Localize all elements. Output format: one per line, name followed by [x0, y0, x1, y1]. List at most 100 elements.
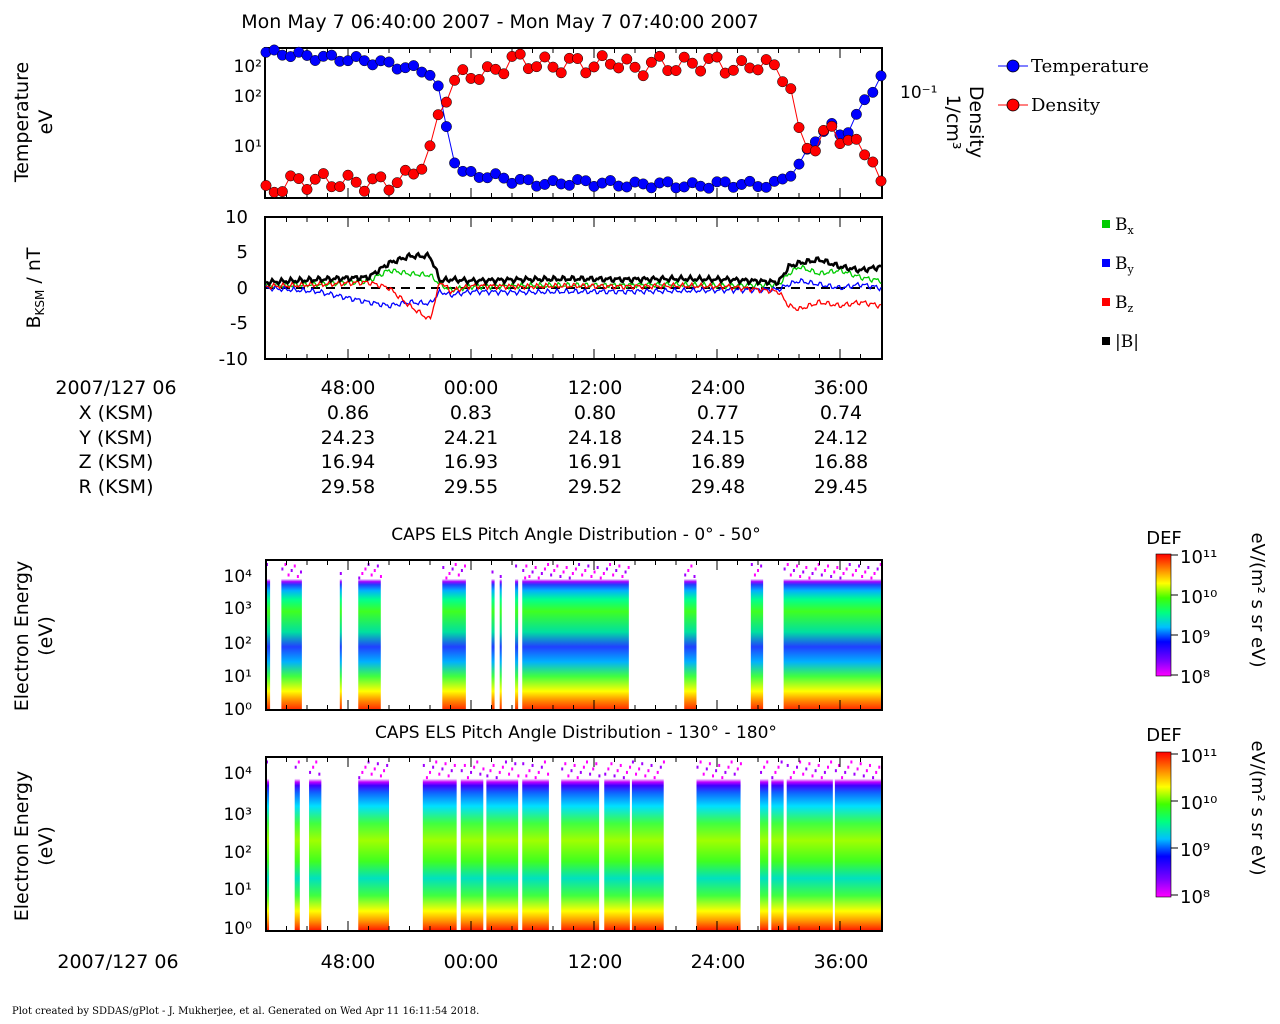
spectrogram-speckle: [528, 769, 531, 773]
spectrogram-speckle: [553, 569, 556, 572]
temperature-point: [498, 172, 510, 184]
spectrogram-block: [266, 758, 270, 930]
density-point: [334, 181, 346, 193]
time-axis-labels: 2007/127 06 48:00 00:00 12:00 24:00 36:0…: [55, 377, 868, 399]
spectrogram-speckle: [833, 570, 836, 574]
spectrogram-speckle: [757, 569, 760, 572]
spectrogram-speckle: [361, 770, 364, 774]
spectrogram-speckle: [753, 573, 756, 577]
density-point: [457, 64, 469, 76]
spectrogram-speckle: [422, 763, 425, 767]
density-point: [555, 67, 567, 79]
spectrogram-speckle: [792, 770, 795, 774]
spectrogram-speckle: [647, 769, 650, 773]
panel3-ytick-2: 10²: [224, 634, 252, 654]
temperature-point: [604, 175, 616, 186]
spectrogram-speckle: [451, 567, 454, 571]
density-point: [514, 48, 526, 60]
spectrogram-block: [281, 561, 302, 709]
spectrogram-speckle: [453, 763, 456, 767]
temperature-point: [859, 94, 871, 106]
spectrogram-speckle: [872, 776, 875, 780]
ephem-y-2: 24.21: [444, 427, 498, 449]
panel2-ytick-5: 5: [237, 242, 248, 263]
density-point: [391, 177, 403, 189]
spectrogram-block: [294, 758, 300, 930]
spectrogram-speckle: [638, 767, 641, 771]
temperature-point: [793, 158, 805, 170]
spectrogram-speckle: [364, 765, 367, 769]
spectrogram-speckle: [445, 576, 448, 580]
spectrogram-speckle: [547, 772, 550, 776]
spectrogram-speckle: [587, 564, 590, 568]
density-point: [317, 168, 329, 180]
panel2-ytick-0: 0: [237, 278, 248, 299]
spectrogram-speckle: [537, 770, 540, 774]
spectrogram-speckle: [564, 762, 567, 766]
spectrogram-speckle: [598, 774, 601, 778]
temperature-point: [580, 175, 592, 187]
spectrogram-speckle: [618, 564, 621, 568]
ephem-y-3: 24.18: [568, 427, 622, 449]
spectrogram-speckle: [482, 767, 485, 771]
spectrogram-speckle: [721, 776, 724, 780]
temperature-point: [703, 182, 715, 194]
ephem-r-2: 29.55: [444, 476, 498, 498]
spectrogram-speckle: [444, 762, 447, 766]
spectrogram-speckle: [370, 772, 373, 776]
spectrogram-speckle: [447, 774, 450, 778]
spectrogram-speckle: [847, 765, 850, 769]
panel1-right-ylabel: Density: [965, 86, 987, 158]
spectrogram-speckle: [531, 570, 534, 574]
colorbar-2-tick-11: 10¹¹: [1180, 746, 1217, 767]
spectrogram-speckle: [454, 563, 457, 566]
spectrogram-speckle: [842, 572, 845, 575]
legend-bz-label: Bz: [1115, 293, 1134, 315]
panel4-spectrogram: [266, 758, 881, 930]
spectrogram-speckle: [771, 776, 774, 780]
spectrogram-speckle: [786, 563, 789, 566]
ephem-z-3: 16.91: [568, 451, 622, 473]
ephem-label-y: Y (KSM): [78, 427, 152, 449]
bottom-tick-label-3: 12:00: [568, 951, 623, 973]
spectrogram-speckle: [373, 569, 376, 572]
legend-by-swatch: [1102, 259, 1110, 267]
spectrogram-speckle: [287, 573, 290, 577]
spectrogram-speckle: [808, 576, 811, 580]
colorbar-1-tick-8: 10⁸: [1180, 667, 1210, 688]
spectrogram-speckle: [629, 765, 632, 769]
panel1-legend: Temperature Density: [998, 56, 1149, 116]
spectrogram-speckle: [602, 572, 605, 575]
spectrogram-block: [491, 561, 495, 709]
density-point: [301, 184, 313, 195]
spectrogram-speckle: [379, 575, 382, 578]
density-point: [613, 62, 625, 74]
spectrogram-speckle: [656, 770, 659, 774]
panel1-data: [260, 44, 887, 198]
spectrogram-speckle: [802, 570, 805, 574]
spectrogram-speckle: [293, 564, 296, 568]
spectrogram-speckle: [584, 569, 587, 572]
ephem-x-5: 0.74: [820, 402, 862, 424]
legend-temperature-marker: [1006, 59, 1020, 73]
spectrogram-speckle: [574, 567, 577, 571]
date-label-top: 2007/127 06: [55, 377, 176, 399]
temperature-point: [301, 49, 313, 61]
density-point: [736, 55, 748, 67]
density-point: [727, 64, 739, 76]
chart-title: Mon May 7 06:40:00 2007 - Mon May 7 07:4…: [241, 11, 758, 33]
spectrogram-speckle: [814, 567, 817, 571]
panel3-ticks: [286, 560, 861, 710]
time-tick-label-4: 24:00: [691, 377, 746, 399]
ephem-label-r: R (KSM): [79, 476, 154, 498]
spectrogram-speckle: [873, 572, 876, 575]
spectrogram-speckle: [696, 765, 699, 769]
temperature-point: [760, 181, 772, 193]
spectrogram-speckle: [619, 763, 622, 767]
spectrogram-speckle: [736, 767, 739, 771]
panel2-ytick-m5: -5: [230, 313, 248, 334]
panel3-yunit: (eV): [35, 616, 57, 656]
spectrogram-speckle: [780, 760, 783, 764]
ephem-r-4: 29.48: [691, 476, 745, 498]
panel4-ytick-4: 10⁴: [224, 764, 253, 784]
